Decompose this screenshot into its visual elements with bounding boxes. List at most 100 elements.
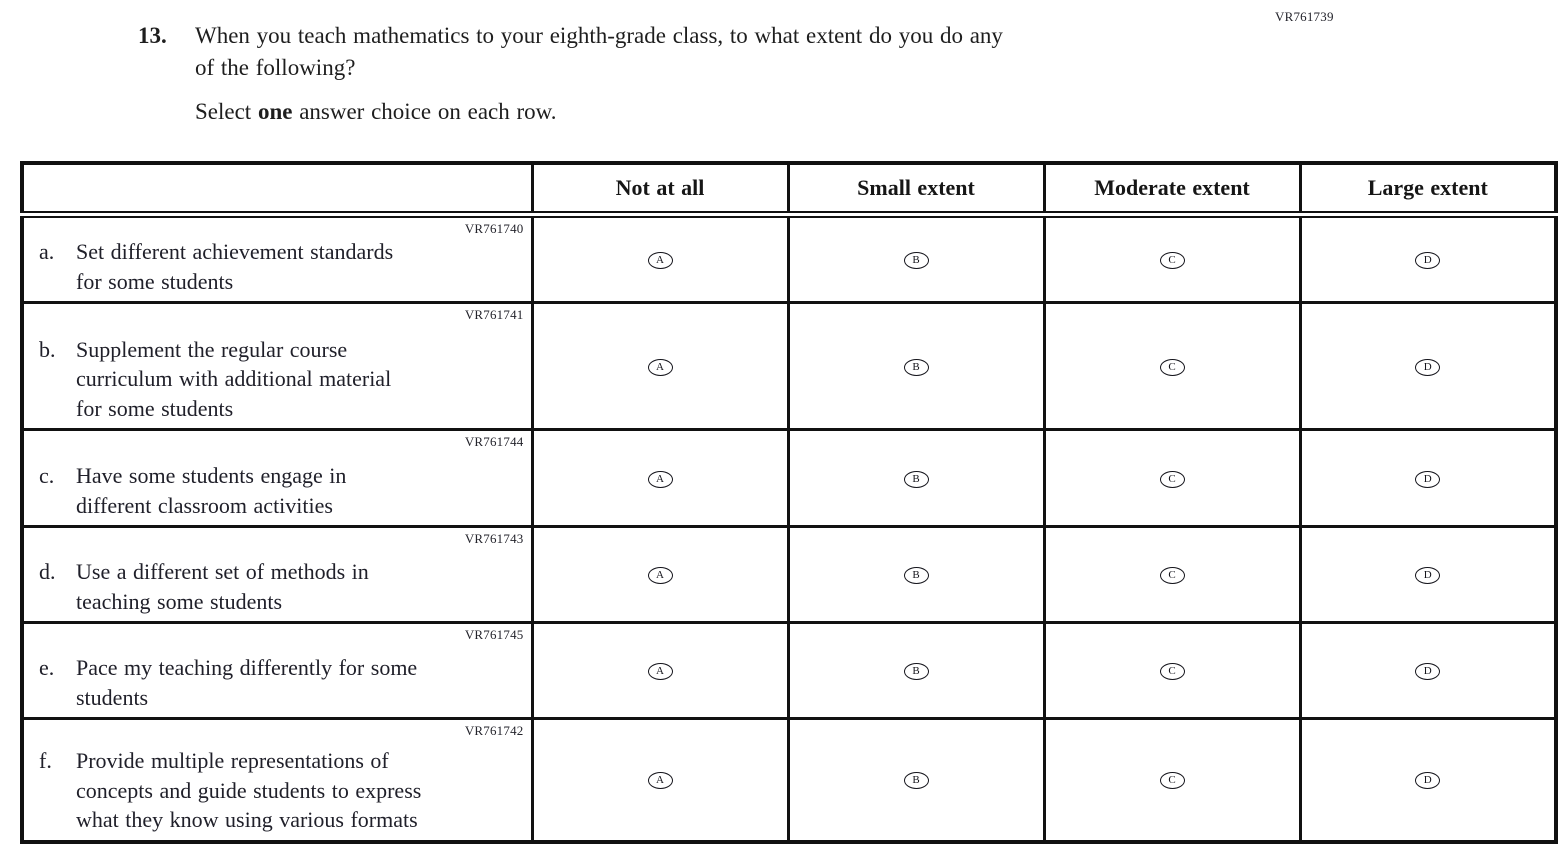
- oval-letter: A: [656, 774, 664, 787]
- row-code: VR761743: [464, 531, 524, 546]
- oval-letter: B: [912, 472, 920, 485]
- question-block: 13. When you teach mathematics to your e…: [138, 20, 1278, 128]
- table-row: VR761740 a. Set different achievement sta…: [20, 213, 1558, 304]
- oval-letter: D: [1423, 254, 1432, 266]
- answer-oval-c[interactable]: C: [1159, 252, 1185, 269]
- oval-letter: C: [1168, 774, 1176, 787]
- oval-letter: B: [912, 569, 920, 581]
- answer-oval-b[interactable]: B: [903, 470, 929, 488]
- oval-letter: A: [656, 472, 664, 485]
- answer-cell: A: [530, 621, 790, 720]
- instruction-bold-word: one: [257, 99, 293, 124]
- answer-cell: B: [786, 621, 1046, 720]
- oval-letter: C: [1168, 569, 1176, 581]
- row-stem: VR761743 d. Use a different set of method…: [20, 525, 534, 624]
- answer-cell: B: [786, 717, 1046, 843]
- stem-header-cell: [20, 161, 534, 218]
- answer-oval-a[interactable]: A: [647, 358, 673, 376]
- row-text: Pace my teaching differently for some st…: [76, 655, 418, 710]
- table-row: VR761743 d. Use a different set of method…: [20, 525, 1558, 624]
- row-code: VR761745: [464, 627, 524, 642]
- answer-oval-d[interactable]: D: [1415, 663, 1441, 680]
- oval-letter: B: [912, 254, 920, 266]
- answer-oval-d[interactable]: D: [1415, 470, 1441, 488]
- answer-oval-d[interactable]: D: [1415, 252, 1441, 269]
- oval-letter: D: [1423, 472, 1432, 485]
- answer-cell: B: [786, 428, 1046, 528]
- row-letter: f.: [39, 748, 52, 773]
- row-text: Provide multiple representations of conc…: [76, 748, 422, 832]
- answer-oval-d[interactable]: D: [1415, 567, 1441, 584]
- oval-letter: C: [1168, 360, 1176, 373]
- column-header-moderate-extent: Moderate extent: [1042, 161, 1302, 218]
- answer-cell: D: [1298, 428, 1558, 528]
- row-letter: e.: [39, 655, 55, 680]
- answer-cell: B: [786, 301, 1046, 431]
- header-row: Not at all Small extent Moderate extent …: [20, 161, 1558, 218]
- answer-oval-a[interactable]: A: [647, 663, 673, 680]
- answer-oval-a[interactable]: A: [647, 772, 673, 790]
- answer-cell: D: [1298, 621, 1558, 720]
- answer-cell: D: [1298, 525, 1558, 624]
- table-row: VR761744 c. Have some students engage in …: [20, 428, 1558, 528]
- instruction-suffix: answer choice on each row.: [292, 99, 557, 124]
- answer-cell: D: [1298, 213, 1558, 304]
- row-stem: VR761744 c. Have some students engage in …: [20, 428, 534, 528]
- row-code: VR761742: [464, 723, 524, 738]
- row-text: Have some students engage in different c…: [76, 463, 347, 518]
- answer-oval-b[interactable]: B: [903, 358, 929, 376]
- oval-letter: A: [656, 665, 664, 677]
- answer-cell: C: [1042, 525, 1302, 624]
- column-header-small-extent: Small extent: [786, 161, 1046, 218]
- row-letter: c.: [39, 463, 55, 488]
- oval-letter: C: [1168, 254, 1176, 266]
- oval-letter: A: [656, 254, 664, 266]
- oval-letter: C: [1168, 472, 1176, 485]
- row-code: VR761744: [464, 434, 524, 449]
- answer-oval-d[interactable]: D: [1415, 358, 1441, 376]
- oval-letter: B: [912, 665, 920, 677]
- question-number: 13.: [138, 23, 167, 48]
- answer-cell: A: [530, 213, 790, 304]
- answer-oval-a[interactable]: A: [647, 252, 673, 269]
- row-stem: VR761740 a. Set different achievement sta…: [20, 213, 534, 304]
- row-text: Supplement the regular course curriculum…: [76, 336, 392, 421]
- answer-cell: C: [1042, 621, 1302, 720]
- row-code: VR761740: [464, 221, 524, 236]
- oval-letter: D: [1423, 774, 1432, 787]
- column-header-not-at-all: Not at all: [530, 161, 790, 218]
- answer-oval-c[interactable]: C: [1159, 358, 1185, 376]
- question-instruction: Select one answer choice on each row.: [195, 96, 1278, 128]
- answer-cell: D: [1298, 717, 1558, 843]
- answer-oval-c[interactable]: C: [1159, 567, 1185, 584]
- answer-cell: A: [530, 428, 790, 528]
- row-stem: VR761742 f. Provide multiple representati…: [20, 717, 534, 843]
- row-letter: d.: [39, 559, 56, 584]
- answer-cell: B: [786, 213, 1046, 304]
- instruction-prefix: Select: [195, 99, 258, 124]
- oval-letter: C: [1168, 665, 1176, 677]
- answer-oval-b[interactable]: B: [903, 772, 929, 790]
- answer-oval-d[interactable]: D: [1415, 772, 1441, 790]
- answer-oval-a[interactable]: A: [647, 470, 673, 488]
- answer-oval-a[interactable]: A: [647, 567, 673, 584]
- page-accession-code: VR761739: [1275, 9, 1334, 24]
- answer-cell: B: [786, 525, 1046, 624]
- answer-oval-b[interactable]: B: [903, 663, 929, 680]
- answer-cell: A: [530, 525, 790, 624]
- question-table: Not at all Small extent Moderate extent …: [20, 161, 1558, 844]
- answer-cell: A: [530, 717, 790, 843]
- answer-oval-b[interactable]: B: [903, 252, 929, 269]
- oval-letter: D: [1423, 569, 1432, 581]
- answer-oval-c[interactable]: C: [1159, 772, 1185, 790]
- row-letter: b.: [39, 336, 56, 362]
- oval-letter: B: [912, 774, 920, 787]
- answer-oval-c[interactable]: C: [1159, 470, 1185, 488]
- table-row: VR761742 f. Provide multiple representati…: [20, 717, 1558, 843]
- question-text: When you teach mathematics to your eight…: [195, 23, 1003, 80]
- answer-oval-b[interactable]: B: [903, 567, 929, 584]
- row-stem: VR761741 b. Supplement the regular course…: [20, 301, 534, 431]
- oval-letter: D: [1423, 360, 1432, 373]
- answer-oval-c[interactable]: C: [1159, 663, 1185, 680]
- row-text: Set different achievement standards for …: [76, 239, 394, 294]
